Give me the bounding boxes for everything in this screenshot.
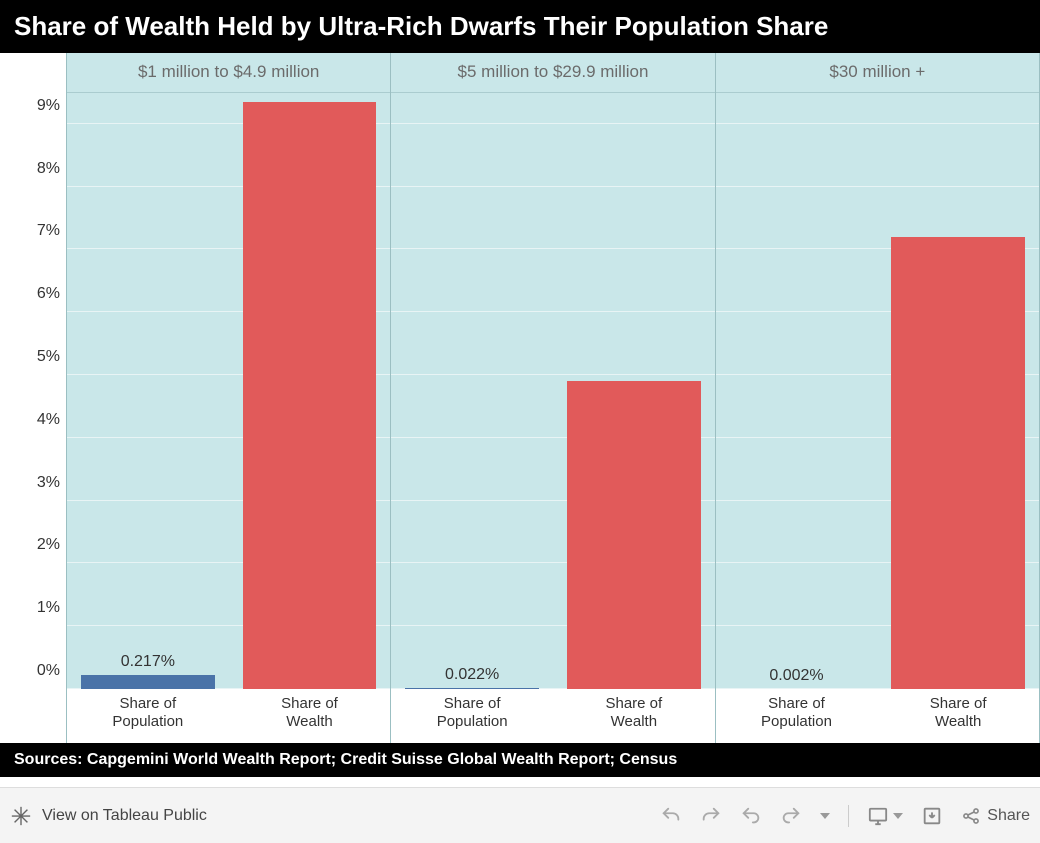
- redo-button[interactable]: [700, 805, 722, 827]
- tableau-logo-icon: [10, 805, 32, 827]
- toolbar-separator: [848, 805, 849, 827]
- chart-panel: $1 million to $4.9 million 0.217% Share of…: [66, 53, 390, 744]
- x-label: Share ofWealth: [553, 689, 715, 743]
- y-tick-label: 3%: [37, 474, 60, 492]
- download-button[interactable]: [921, 805, 943, 827]
- y-tick-label: 2%: [37, 536, 60, 554]
- y-tick-label: 0%: [37, 662, 60, 680]
- x-label: Share ofWealth: [877, 689, 1039, 743]
- panel-header: $1 million to $4.9 million: [67, 53, 390, 93]
- chart-panels: $1 million to $4.9 million 0.217% Share of…: [66, 53, 1040, 744]
- y-tick-label: 9%: [37, 97, 60, 115]
- y-tick-label: 5%: [37, 348, 60, 366]
- x-axis-labels: Share ofPopulationShare ofWealth: [391, 689, 714, 743]
- bar-slot: 0.022%: [401, 93, 543, 690]
- replay-back-button[interactable]: [740, 805, 762, 827]
- bar-slot: [887, 93, 1029, 690]
- plot-region: 0.217%: [67, 93, 390, 690]
- axis-corner: [0, 689, 66, 743]
- y-axis: 0% 1% 2% 3% 4% 5% 6% 7% 8% 9%: [0, 53, 66, 744]
- panel-header: $30 million +: [716, 53, 1039, 93]
- x-label: Share ofPopulation: [391, 689, 553, 743]
- y-tick-label: 8%: [37, 160, 60, 178]
- chart-panel: $30 million + 0.002% Share ofPopulationSha…: [715, 53, 1040, 744]
- sources-footer: Sources: Capgemini World Wealth Report; …: [0, 743, 1040, 777]
- bar-value-label: 0.022%: [445, 666, 499, 684]
- tableau-toolbar: View on Tableau Public: [0, 787, 1040, 843]
- share-label: Share: [987, 807, 1030, 825]
- x-axis-labels: Share ofPopulationShare ofWealth: [67, 689, 390, 743]
- y-tick-label: 6%: [37, 285, 60, 303]
- replay-forward-button[interactable]: [780, 805, 802, 827]
- bar-wealth[interactable]: [891, 237, 1025, 689]
- bar-population[interactable]: [81, 675, 215, 689]
- panel-header: $5 million to $29.9 million: [391, 53, 714, 93]
- bar-value-label: 0.217%: [121, 653, 175, 671]
- bar-wealth[interactable]: [243, 102, 377, 689]
- toolbar-right: Share: [660, 805, 1030, 827]
- y-tick-label: 4%: [37, 411, 60, 429]
- bar-wealth[interactable]: [567, 381, 701, 689]
- presentation-button[interactable]: [867, 806, 903, 826]
- y-tick-label: 1%: [37, 599, 60, 617]
- x-axis-labels: Share ofPopulationShare ofWealth: [716, 689, 1039, 743]
- replay-menu-caret[interactable]: [820, 813, 830, 819]
- chart-area: 0% 1% 2% 3% 4% 5% 6% 7% 8% 9% $1 million to $4.9 …: [0, 53, 1040, 744]
- share-button[interactable]: Share: [961, 806, 1030, 826]
- bar-slot: [238, 93, 380, 690]
- plot-region: 0.002%: [716, 93, 1039, 690]
- spacer: [0, 777, 1040, 787]
- bar-value-label: 0.002%: [769, 667, 823, 685]
- view-on-tableau-link[interactable]: View on Tableau Public: [42, 807, 207, 825]
- y-tick-label: 7%: [37, 222, 60, 240]
- bar-slot: 0.217%: [77, 93, 219, 690]
- chart-title: Share of Wealth Held by Ultra-Rich Dwarf…: [0, 0, 1040, 53]
- toolbar-left: View on Tableau Public: [10, 805, 207, 827]
- chart-panel: $5 million to $29.9 million 0.022% Share o…: [390, 53, 714, 744]
- bar-slot: [563, 93, 705, 690]
- visualization-container: Share of Wealth Held by Ultra-Rich Dwarf…: [0, 0, 1040, 843]
- x-label: Share ofPopulation: [67, 689, 229, 743]
- bar-slot: 0.002%: [725, 93, 867, 690]
- x-label: Share ofWealth: [229, 689, 391, 743]
- undo-button[interactable]: [660, 805, 682, 827]
- plot-region: 0.022%: [391, 93, 714, 690]
- x-label: Share ofPopulation: [716, 689, 878, 743]
